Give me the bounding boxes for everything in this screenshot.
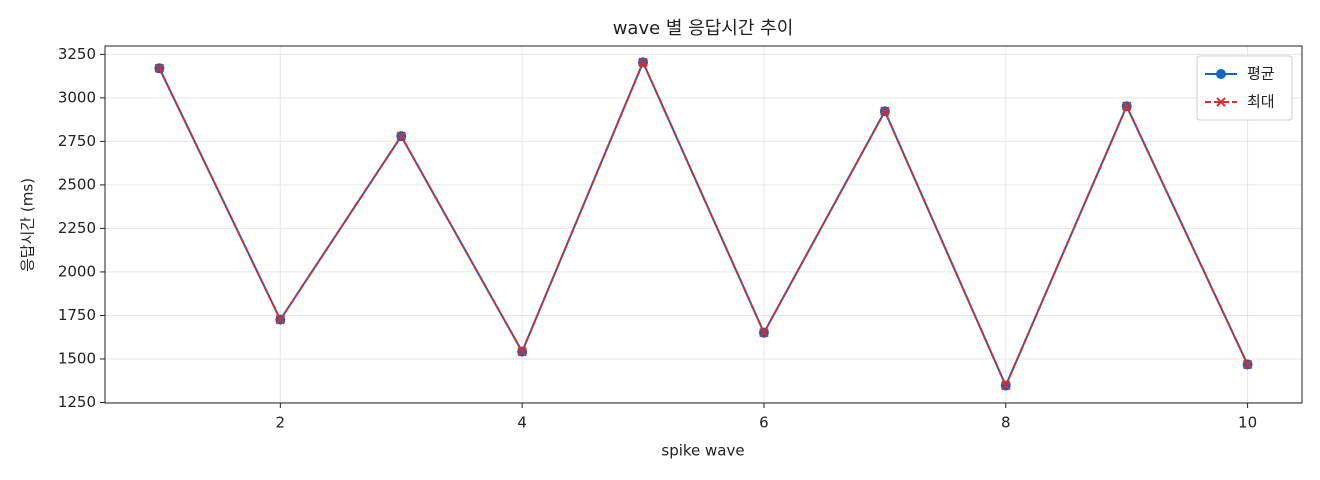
x-tick-label: 10 — [1238, 414, 1257, 432]
marker — [1216, 97, 1226, 107]
x-tick-label: 2 — [276, 414, 286, 432]
y-tick-label: 1500 — [58, 349, 96, 367]
chart-title: wave 별 응답시간 추이 — [613, 18, 794, 39]
marker — [759, 327, 769, 338]
marker — [1216, 69, 1226, 79]
legend-box — [1196, 55, 1293, 121]
marker — [1001, 380, 1011, 391]
x-tick-label: 4 — [517, 414, 527, 432]
series-line — [158, 59, 1249, 389]
marker — [275, 314, 286, 325]
x-axis-label: spike wave — [661, 442, 744, 460]
marker — [1242, 359, 1253, 370]
y-tick-label: 2250 — [58, 219, 96, 237]
legend-label: 평균 — [1247, 65, 1275, 83]
marker — [396, 131, 406, 141]
plot-frame — [104, 45, 1303, 404]
y-tick-label: 1250 — [58, 393, 96, 411]
marker — [154, 63, 165, 73]
marker — [638, 57, 648, 68]
x-tick-label: 6 — [759, 414, 769, 432]
y-tick-label: 1750 — [58, 306, 96, 324]
y-tick-label: 2750 — [58, 132, 96, 150]
marker — [1121, 101, 1132, 111]
series-line — [158, 59, 1249, 389]
x-tick-label: 8 — [1001, 414, 1011, 432]
y-axis-label: 응답시간 (ms) — [19, 178, 37, 272]
y-tick-label: 2500 — [58, 175, 96, 193]
marker — [880, 106, 890, 116]
y-tick-label: 3000 — [58, 88, 96, 106]
y-tick-label: 3250 — [58, 45, 96, 63]
y-tick-label: 2000 — [58, 262, 96, 280]
legend-label: 최대 — [1247, 93, 1275, 111]
marker — [517, 346, 527, 357]
